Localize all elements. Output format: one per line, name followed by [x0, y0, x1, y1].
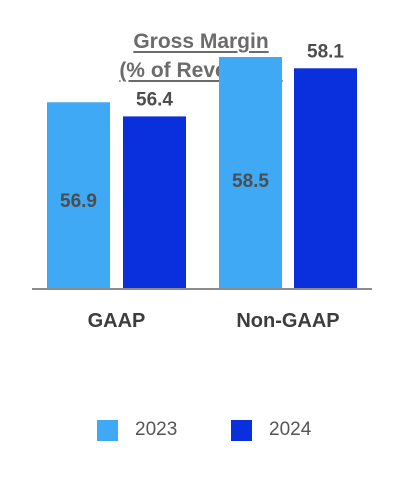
category-label-non-gaap: Non-GAAP	[236, 310, 339, 332]
chart-plot-area: 56.9 58.5 56.4 58.1 GAAP Non-GAAP	[0, 0, 402, 400]
bar-gaap-2024	[123, 116, 186, 289]
legend-label-2023: 2023	[135, 419, 177, 441]
legend-label-2024: 2024	[269, 419, 311, 441]
legend-swatch-2023	[97, 420, 118, 441]
category-label-gaap: GAAP	[88, 310, 146, 332]
value-label-non-gaap-2024: 58.1	[307, 41, 344, 62]
legend-item-2023: 2023	[97, 419, 177, 441]
value-label-gaap-2024: 56.4	[136, 89, 173, 110]
legend-item-2024: 2024	[231, 419, 311, 441]
value-label-gaap-2023: 56.9	[60, 191, 97, 212]
bar-non-gaap-2024	[294, 68, 357, 289]
legend-swatch-2024	[231, 420, 252, 441]
value-label-non-gaap-2023: 58.5	[232, 171, 269, 192]
